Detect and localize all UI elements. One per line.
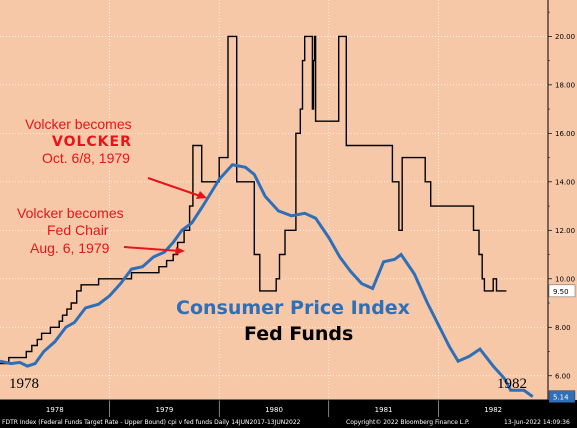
annotation-volcker-b-arrow <box>123 246 181 252</box>
annotation-volcker-b-arrowhead <box>175 247 185 255</box>
last-value-labels: 9.50 5.14 <box>548 284 576 403</box>
plot-area <box>0 0 548 400</box>
y-tick-label: 12.00 <box>555 227 575 235</box>
last-value-text: 5.14 <box>553 394 569 402</box>
series-cpi-line <box>0 163 534 398</box>
y-tick-label: 16.00 <box>555 130 575 138</box>
corner-label-left: 1978 <box>9 376 39 392</box>
footer-right: 13-Jun-2022 14:09:36 <box>504 419 570 426</box>
y-axis-ticks: 20.00 18.00 16.00 14.00 12.00 10.00 8.00 6.00 <box>547 0 575 400</box>
legend-fed-funds: Fed Funds <box>244 323 353 345</box>
annotation-volcker-a-line3: Oct. 6/8, 1979 <box>42 150 130 166</box>
legend-cpi: Consumer Price Index <box>176 297 410 319</box>
x-tick-label: 1982 <box>484 406 502 414</box>
last-value-badge <box>548 390 576 403</box>
y-tick-label: 6.00 <box>555 372 571 380</box>
x-tick-label: 1978 <box>46 406 64 414</box>
y-tick-label: 18.00 <box>555 81 575 89</box>
x-tick-label: 1979 <box>155 406 173 414</box>
y-tick-label: 8.00 <box>555 324 571 332</box>
x-tick-label: 1980 <box>265 406 283 414</box>
annotation-volcker-b-line3: Aug. 6, 1979 <box>30 240 110 256</box>
y-tick-label: 14.00 <box>555 178 575 186</box>
series-fed-funds-line <box>0 35 507 365</box>
x-tick-label: 1981 <box>375 406 393 414</box>
y-tick-label: 10.00 <box>555 275 575 283</box>
annotation-volcker-b-line2: Fed Chair <box>47 222 109 238</box>
annotation-volcker-a-arrow <box>147 177 204 198</box>
annotation-volcker-a-arrowhead <box>196 191 207 199</box>
grid <box>0 0 548 400</box>
annotation-volcker-a-line2: VOLCKER <box>52 134 132 150</box>
last-value-badge <box>548 284 576 298</box>
last-value-text: 9.50 <box>553 288 569 296</box>
annotation-volcker-a-line1: Volcker becomes <box>25 116 132 132</box>
corner-label-right: 1982 <box>497 376 527 392</box>
x-axis-ticks: 1978 1979 1980 1981 1982 <box>0 399 548 417</box>
y-axis-panel <box>548 0 577 400</box>
footer-center: Copyright© 2022 Bloomberg Finance L.P. <box>346 419 470 426</box>
footer-left: FDTR Index (Federal Funds Target Rate - … <box>2 419 301 426</box>
annotation-volcker-b-line1: Volcker becomes <box>17 205 124 221</box>
y-tick-label: 20.00 <box>555 33 575 41</box>
